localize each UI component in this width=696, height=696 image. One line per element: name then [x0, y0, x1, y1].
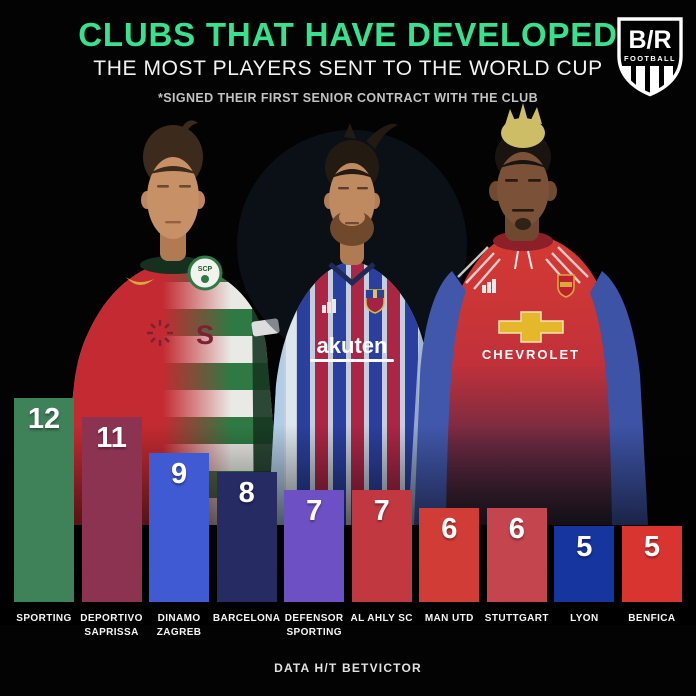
bar-man-utd: 6	[419, 508, 480, 602]
bar-column-defensor-sporting: 7 DEFENSOR SPORTING	[282, 490, 346, 644]
bar-label-lyon: LYON	[570, 613, 599, 624]
bar-value-deportivo-saprissa: 11	[96, 422, 127, 454]
collar	[328, 262, 376, 287]
bar-column-deportivo-saprissa: 11 DEPORTIVO SAPRISSA	[80, 417, 144, 644]
nike-swoosh-icon	[126, 277, 154, 286]
bar-label-man-utd: MAN UTD	[424, 613, 474, 624]
bar-defensor-sporting: 7	[284, 490, 345, 602]
bar-al-ahly-sc: 7	[351, 490, 412, 602]
data-credit: DATA H/T BETVICTOR	[274, 661, 422, 675]
bar-value-defensor-sporting: 7	[306, 495, 323, 527]
adidas-logo-icon	[482, 279, 496, 293]
bar-label-barcelona: BARCELONA	[212, 613, 281, 624]
bar-chart: 12 SPORTING 11 DEPORTIVO SAPRISSA 9 DINAMO ZA…	[12, 0, 684, 644]
pogba-face	[497, 152, 549, 226]
header: CLUBS THAT HAVE DEVELOPED THE MOST PLAYE…	[0, 18, 696, 105]
bar-sporting: 12	[14, 398, 74, 602]
svg-text:SCP: SCP	[198, 266, 213, 273]
bar-column-benfica: 5 BENFICA	[620, 526, 684, 644]
bar-deportivo-saprissa: 11	[81, 417, 142, 602]
shield-icon: B/R FOOTBALL	[617, 17, 683, 97]
bar-value-barcelona: 8	[238, 477, 255, 509]
bar-column-man-utd: 6 MAN UTD	[417, 508, 481, 644]
bar-label-dinamo-zagreb: DINAMO ZAGREB	[156, 613, 202, 638]
bar-column-sporting: 12 SPORTING	[12, 398, 76, 644]
nos-sunburst-icon	[147, 320, 173, 346]
bar-column-barcelona: 8 BARCELONA	[212, 472, 281, 644]
footnote: *SIGNED THEIR FIRST SENIOR CONTRACT WITH…	[157, 91, 538, 105]
barcelona-crest	[365, 289, 385, 314]
bar-value-benfica: 5	[643, 531, 660, 563]
bar-value-stuttgart: 6	[508, 513, 525, 545]
bar-label-stuttgart: STUTTGART	[484, 613, 549, 624]
bar-value-al-ahly-sc: 7	[373, 495, 390, 527]
bar-value-lyon: 5	[576, 531, 593, 563]
bar-value-sporting: 12	[27, 403, 61, 435]
bar-stuttgart: 6	[486, 508, 547, 602]
pogba-blond-top	[501, 118, 545, 148]
bar-benfica: 5	[621, 526, 682, 602]
adidas-logo-icon	[322, 299, 336, 313]
rakuten-underline	[310, 359, 394, 362]
bar-column-stuttgart: 6 STUTTGART	[485, 508, 549, 644]
bar-column-al-ahly-sc: 7 AL AHLY SC	[350, 490, 414, 644]
bar-value-dinamo-zagreb: 9	[171, 458, 188, 490]
bar-label-sporting: SPORTING	[16, 613, 72, 624]
logo-monogram: B/R	[628, 26, 671, 54]
captain-armband	[251, 318, 280, 337]
messi-sponsor-text: akuten	[317, 333, 388, 358]
sporting-crest: SCP	[187, 255, 223, 291]
page-subtitle: THE MOST PLAYERS SENT TO THE WORLD CUP	[93, 57, 603, 80]
bar-column-lyon: 5 LYON	[552, 526, 616, 644]
bar-value-man-utd: 6	[441, 513, 458, 545]
bar-label-benfica: BENFICA	[628, 613, 676, 624]
logo-word: FOOTBALL	[624, 54, 676, 63]
bar-barcelona: 8	[216, 472, 277, 602]
chevrolet-bowtie-icon	[498, 311, 564, 343]
bar-label-deportivo-saprissa: DEPORTIVO SAPRISSA	[80, 613, 143, 638]
bar-column-dinamo-zagreb: 9 DINAMO ZAGREB	[147, 453, 211, 644]
man-utd-crest	[557, 274, 575, 298]
bar-dinamo-zagreb: 9	[149, 453, 210, 602]
page-title: CLUBS THAT HAVE DEVELOPED	[78, 16, 618, 53]
br-football-logo: B/R FOOTBALL	[614, 15, 686, 104]
bar-lyon: 5	[554, 526, 615, 602]
ronaldo-face	[147, 157, 199, 239]
ronaldo-sponsor-text: S	[196, 320, 214, 350]
pogba-sponsor-text: CHEVROLET	[482, 347, 580, 362]
bar-label-al-ahly-sc: AL AHLY SC	[350, 613, 413, 624]
bar-label-defensor-sporting: DEFENSOR SPORTING	[284, 613, 344, 638]
